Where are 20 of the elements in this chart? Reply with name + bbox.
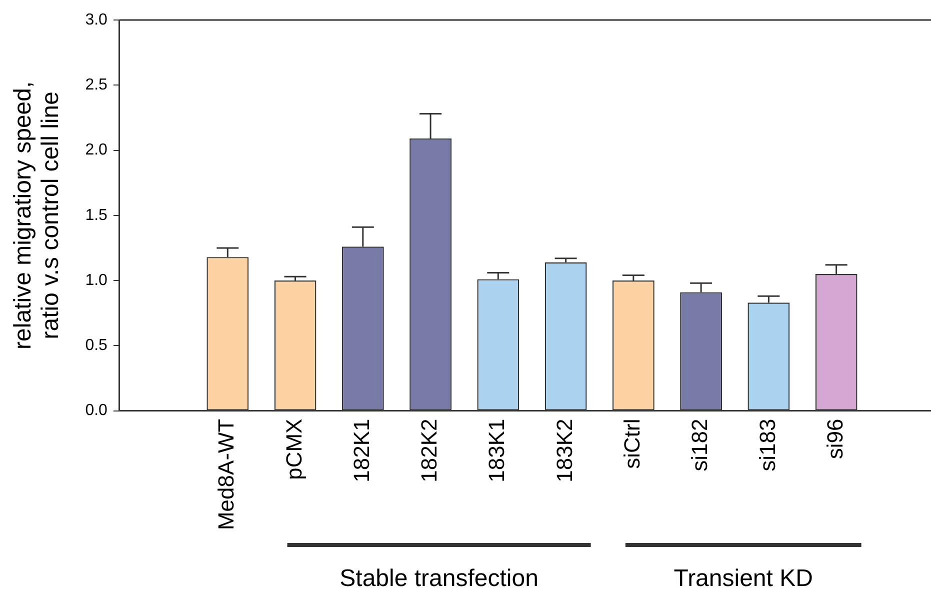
y-tick-label: 3.0 bbox=[85, 11, 108, 28]
x-tick-label: pCMX bbox=[281, 418, 306, 480]
x-tick-label: 183K2 bbox=[552, 418, 577, 482]
y-tick-label: 1.0 bbox=[85, 272, 108, 289]
y-tick-label: 2.5 bbox=[85, 76, 108, 94]
x-tick-label: si182 bbox=[687, 418, 712, 472]
x-tick-label: 182K1 bbox=[348, 418, 374, 482]
text: Transient KD bbox=[674, 565, 813, 592]
y-tick-label: 2.0 bbox=[85, 142, 108, 159]
y-axis-title: relative migratiory speed, ratio v.s control cell line bbox=[9, 81, 64, 350]
y-tick-label: 0.0 bbox=[85, 402, 108, 420]
x-tick-label: 183K1 bbox=[484, 418, 510, 482]
x-tick-label: Med8A-WT bbox=[214, 418, 239, 530]
x-tick-label: si183 bbox=[754, 418, 780, 472]
x-tick-label: 182K2 bbox=[416, 418, 442, 482]
y-tick-label: 1.5 bbox=[85, 206, 108, 224]
x-tick-label: si96 bbox=[822, 418, 848, 460]
x-tick-label: siCtrl bbox=[619, 418, 644, 469]
text: Stable transfection bbox=[340, 565, 538, 592]
y-tick-label: 0.5 bbox=[85, 337, 108, 354]
